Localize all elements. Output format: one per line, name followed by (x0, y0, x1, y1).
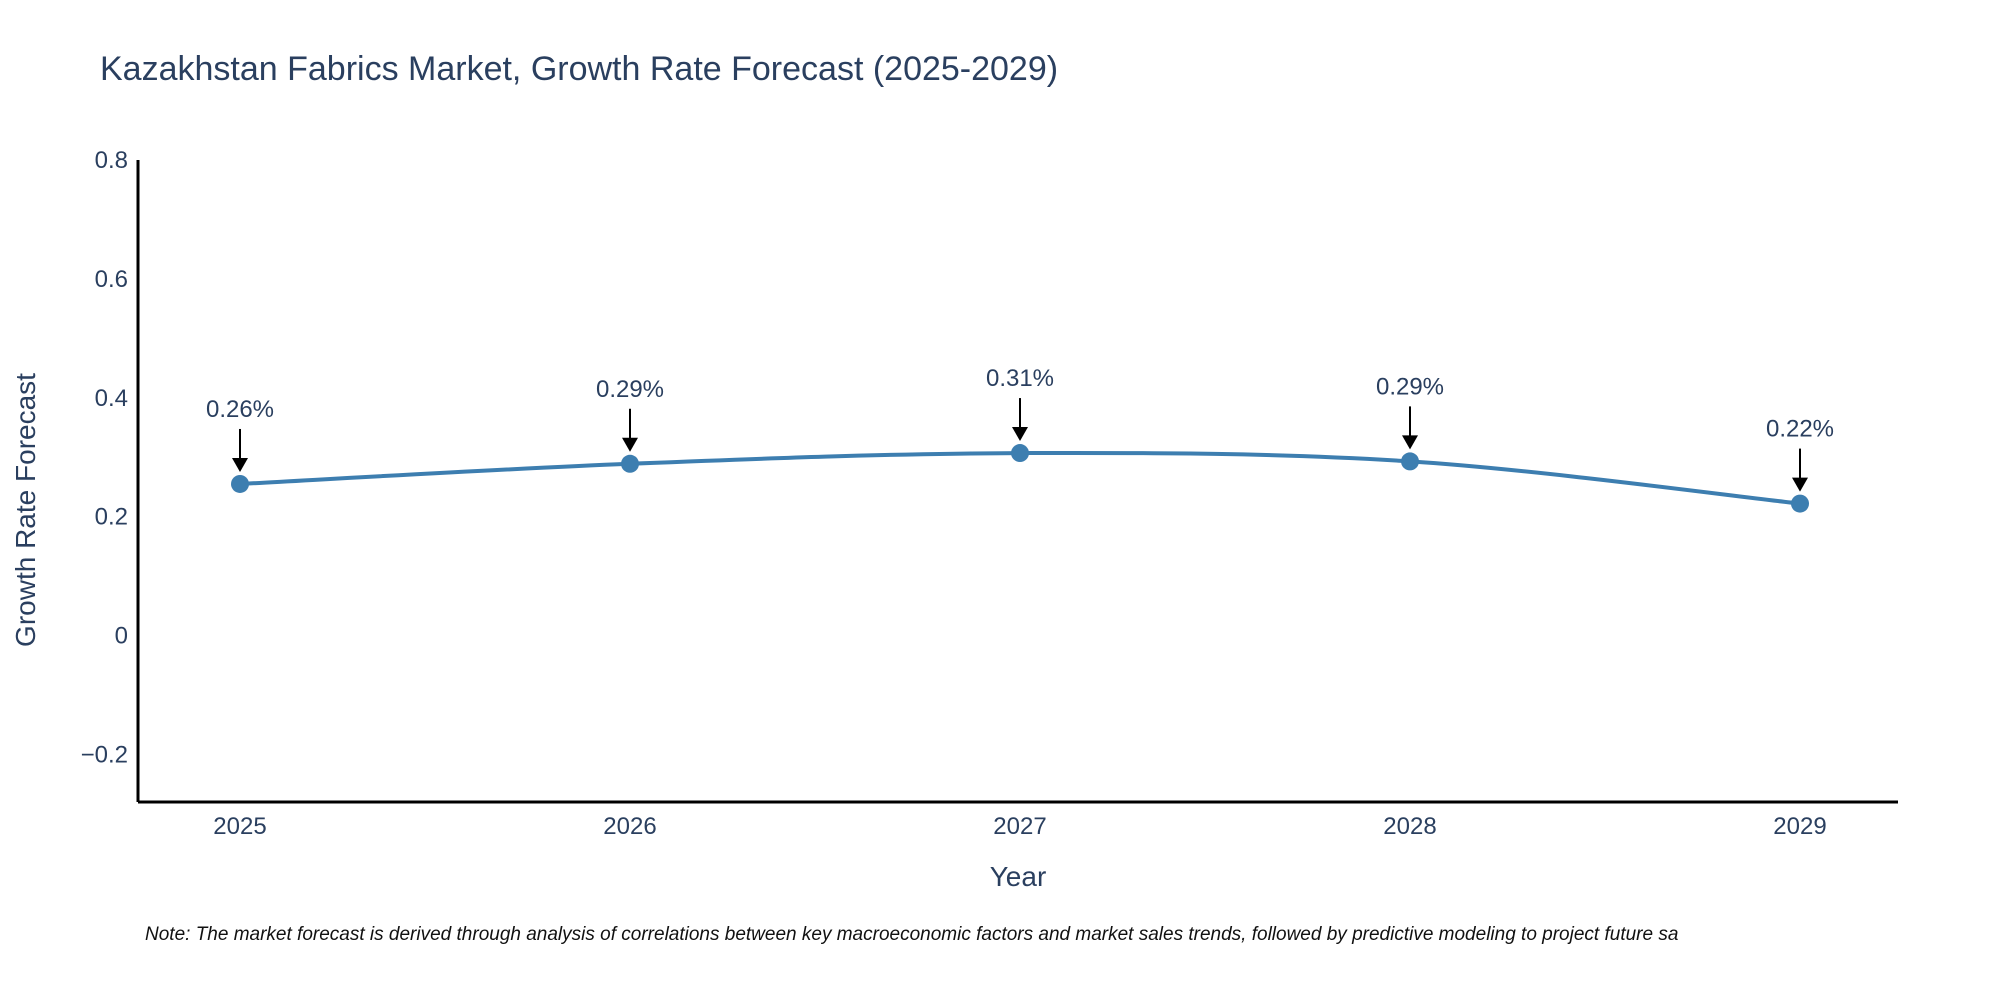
data-annotations: 0.26% 0.29% 0.31% 0.29% 0.22% (206, 365, 1834, 492)
data-label: 0.22% (1766, 416, 1834, 443)
axes (136, 160, 1898, 804)
data-point (1011, 444, 1029, 463)
y-tick-label: 0 (115, 623, 128, 650)
data-point (621, 454, 639, 473)
y-tick-label: 0.2 (95, 504, 128, 531)
footnote: Note: The market forecast is derived thr… (145, 924, 1678, 945)
data-points (231, 444, 1809, 513)
data-label: 0.29% (596, 376, 664, 403)
y-tick-label: 0.4 (95, 385, 128, 412)
y-tick-labels: −0.2 0 0.2 0.4 0.6 0.8 (81, 147, 128, 768)
data-point (231, 474, 249, 493)
x-tick-label: 2025 (213, 813, 266, 840)
x-tick-labels: 2025 2026 2027 2028 2029 (213, 813, 1826, 840)
chart-title: Kazakhstan Fabrics Market, Growth Rate F… (100, 50, 1058, 88)
annotation-arrow-head (232, 457, 248, 472)
data-label: 0.26% (206, 396, 274, 423)
x-tick-label: 2026 (603, 813, 656, 840)
annotation-arrow-head (1402, 435, 1418, 450)
annotation-arrow-head (1792, 477, 1808, 492)
x-tick-label: 2029 (1773, 813, 1826, 840)
data-label: 0.31% (986, 365, 1054, 392)
annotation-arrow-head (1012, 427, 1028, 442)
y-axis-title: Growth Rate Forecast (10, 373, 41, 647)
x-tick-label: 2028 (1383, 813, 1436, 840)
x-tick-label: 2027 (993, 813, 1046, 840)
annotation-arrow-head (622, 437, 638, 452)
data-point (1791, 494, 1809, 513)
data-point (1401, 452, 1419, 471)
y-tick-label: −0.2 (81, 741, 128, 768)
x-axis-title: Year (990, 861, 1047, 892)
data-label: 0.29% (1376, 373, 1444, 400)
y-tick-label: 0.6 (95, 266, 128, 293)
y-tick-label: 0.8 (95, 147, 128, 174)
